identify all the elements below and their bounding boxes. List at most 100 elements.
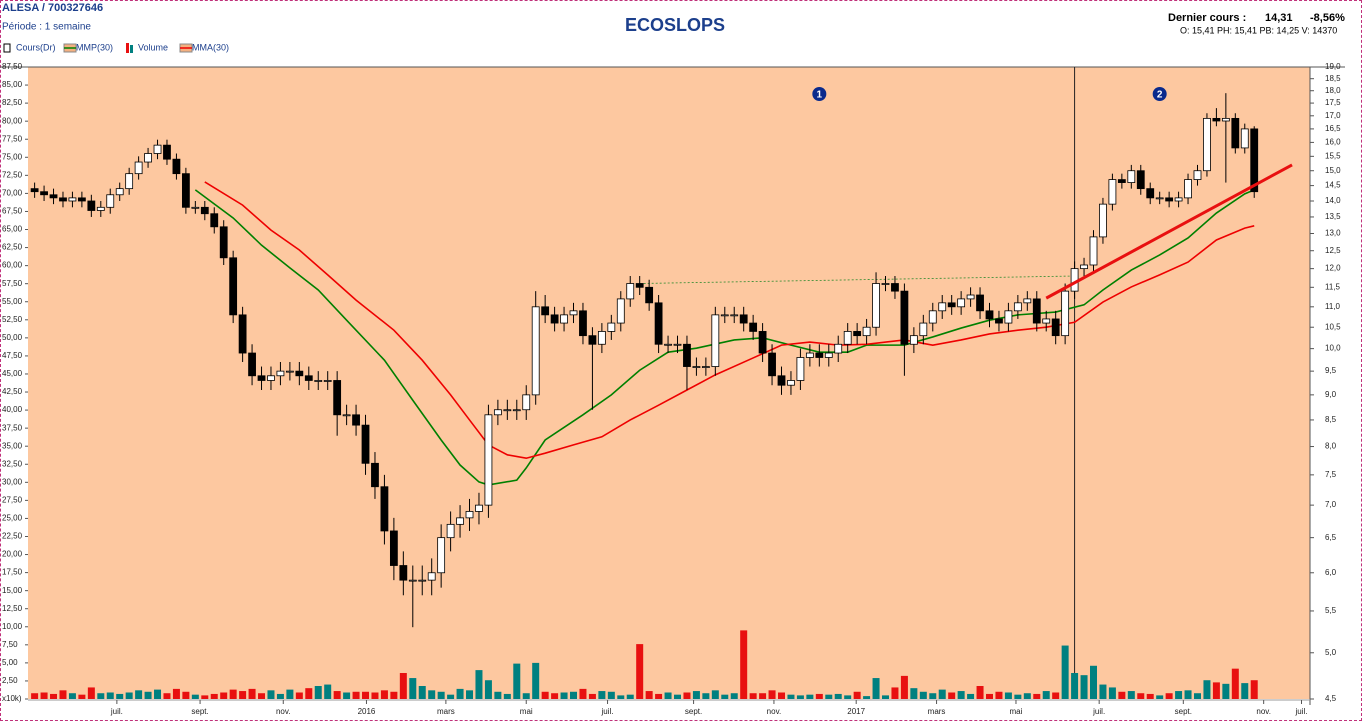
volume-bar <box>1146 693 1154 699</box>
volume-bar <box>1175 691 1183 699</box>
x-tick-label: juil. <box>601 707 614 716</box>
y-tick-label: 15,00 <box>2 586 23 595</box>
volume-bar <box>910 688 918 699</box>
volume-bar <box>87 687 95 699</box>
y2-tick-label: 14,0 <box>1325 196 1341 205</box>
y2-tick-label: 14,5 <box>1325 181 1341 190</box>
volume-bar <box>220 692 228 699</box>
y-tick-label: 52,50 <box>2 315 23 324</box>
volume-bar <box>475 670 483 699</box>
candle-body <box>730 314 739 317</box>
candle-body <box>692 366 701 368</box>
y2-tick-label: 10,5 <box>1325 322 1341 331</box>
volume-bar <box>343 692 351 699</box>
candle-body <box>579 310 587 337</box>
x-tick-label: nov. <box>276 707 291 716</box>
candle-body <box>1108 179 1117 205</box>
volume-bar <box>768 690 776 699</box>
candle-body <box>1221 117 1230 122</box>
candle-body <box>777 375 786 386</box>
candle-body <box>1165 197 1174 202</box>
volume-bar <box>532 662 540 699</box>
volume-bar <box>1023 693 1031 699</box>
candle-body <box>49 194 58 199</box>
volume-bar <box>1080 675 1088 699</box>
volume-bar <box>749 693 757 699</box>
candle-body <box>77 197 86 202</box>
candle-body <box>834 343 843 354</box>
annotation-label: 1 <box>817 90 823 101</box>
volume-bar <box>1127 691 1135 699</box>
candle-body <box>1013 302 1022 312</box>
volume-bar <box>362 691 370 699</box>
volume-bar <box>1099 684 1107 699</box>
x-tick-label: mars <box>437 707 455 716</box>
volume-bar <box>872 678 880 699</box>
volume-bar <box>40 692 48 699</box>
candle-body <box>673 343 682 346</box>
volume-bar <box>210 693 218 699</box>
volume-bar <box>484 680 492 699</box>
candle-body <box>711 314 720 367</box>
candle-body <box>758 331 767 354</box>
volume-bar <box>399 672 407 699</box>
volume-bar <box>154 689 162 699</box>
chart-title: ECOSLOPS <box>625 15 725 35</box>
y-tick-label: 35,00 <box>2 441 23 450</box>
volume-bar <box>938 689 946 699</box>
volume-bar <box>144 691 152 699</box>
volume-bar <box>778 692 786 699</box>
volume-bar <box>1014 694 1022 699</box>
volume-bar <box>418 685 426 699</box>
volume-bar <box>248 688 256 699</box>
candle-body <box>1032 298 1041 324</box>
period: Période : 1 semaine <box>2 22 91 33</box>
volume-bar <box>191 694 199 699</box>
x-tick-label: sept. <box>1175 707 1192 716</box>
y2-tick-label: 8,0 <box>1325 442 1337 451</box>
volume-bar <box>853 691 861 699</box>
change: -8,56% <box>1310 12 1345 24</box>
volume-bar <box>1241 683 1249 699</box>
y-tick-label: 72,50 <box>2 170 23 179</box>
volume-bar <box>305 688 313 699</box>
annotation-label: 2 <box>1157 90 1163 101</box>
volume-bar <box>295 692 303 699</box>
volume-bar <box>664 692 672 699</box>
plot-background <box>28 67 1310 699</box>
candle-body <box>144 153 152 163</box>
volume-bar <box>740 630 748 699</box>
volume-bar <box>645 691 653 699</box>
y2-tick-label: 4,5 <box>1325 694 1337 703</box>
volume-bar <box>655 693 663 699</box>
candle-body <box>1231 117 1240 149</box>
x-tick-label: juil. <box>1294 707 1307 716</box>
volume-bar <box>494 691 502 699</box>
volume-bar <box>428 690 436 699</box>
y-tick-label: 22,50 <box>2 532 23 541</box>
candle-body <box>371 462 379 488</box>
y-tick-label: 40,00 <box>2 405 23 414</box>
volume-bar <box>1184 690 1192 699</box>
candle-body <box>115 188 124 196</box>
candle-body <box>1146 188 1155 199</box>
y-tick-label: 75,00 <box>2 152 23 161</box>
candle-body <box>919 322 928 337</box>
candle-body <box>749 322 758 332</box>
volume-bar <box>59 690 67 699</box>
y2-tick-label: 12,0 <box>1325 264 1341 273</box>
candle-body <box>957 298 966 308</box>
candle-body <box>1099 203 1107 238</box>
y-tick-label: 42,50 <box>2 387 23 396</box>
candle-body <box>512 409 521 412</box>
volume-bar <box>796 695 804 699</box>
candle-body <box>1127 170 1136 183</box>
candle-body <box>1042 318 1051 324</box>
x-tick-label: mars <box>928 707 946 716</box>
y2-tick-label: 15,5 <box>1325 151 1341 160</box>
candle-body <box>966 294 975 300</box>
y-tick-label: 47,50 <box>2 351 23 360</box>
y-tick-label: 20,00 <box>2 550 23 559</box>
y-tick-label: 85,00 <box>2 80 23 89</box>
volume-bar <box>466 690 474 699</box>
